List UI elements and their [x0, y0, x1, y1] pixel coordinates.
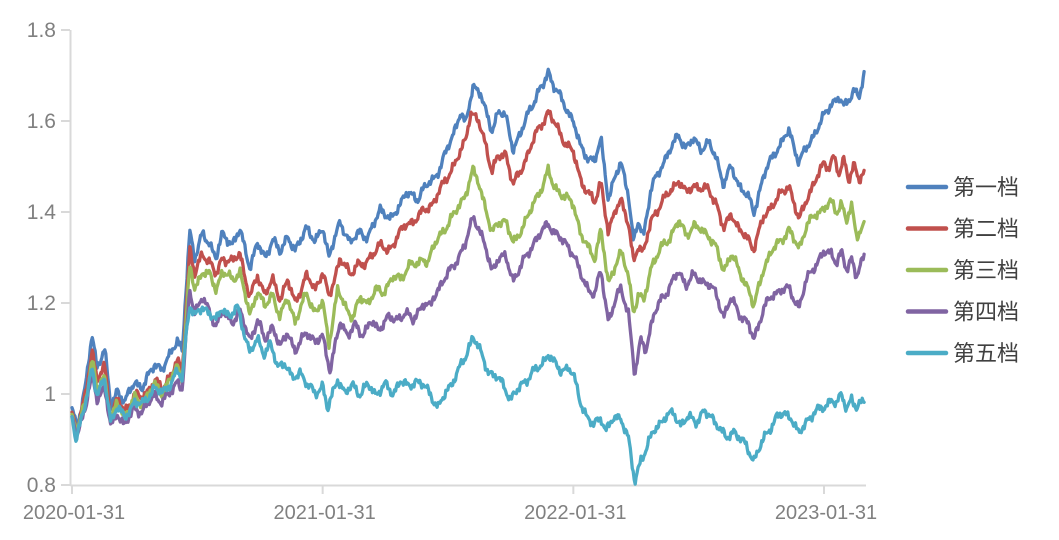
legend-label: 第一档: [953, 175, 1019, 200]
y-tick-label: 1.8: [27, 19, 56, 42]
y-tick-label: 1.4: [27, 201, 57, 224]
x-tick-label: 2020-01-31: [23, 502, 125, 524]
x-tick-label: 2022-01-31: [524, 502, 626, 524]
legend-label: 第五档: [953, 341, 1019, 366]
series-line-1: [70, 67, 866, 428]
legend-label: 第三档: [953, 258, 1019, 283]
y-tick-label: 0.8: [27, 474, 56, 497]
legend-label: 第四档: [953, 300, 1019, 325]
series-line-5: [70, 303, 866, 486]
y-tick-label: 1.6: [27, 110, 56, 133]
series-line-3: [70, 163, 866, 438]
series-line-2: [70, 109, 866, 434]
series-line-4: [70, 215, 866, 438]
x-tick-label: 2023-01-31: [775, 502, 877, 524]
legend-label: 第二档: [953, 217, 1019, 242]
x-tick-label: 2021-01-31: [274, 502, 376, 524]
y-tick-label: 1.2: [27, 292, 56, 315]
y-tick-label: 1: [44, 383, 56, 406]
